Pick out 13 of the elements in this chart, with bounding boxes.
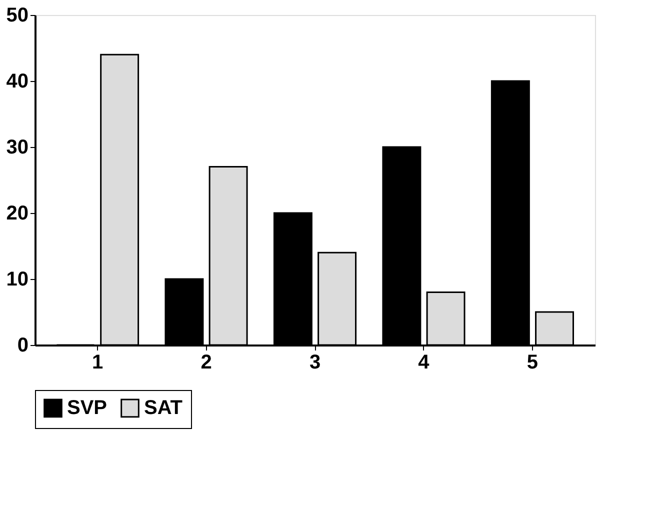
y-tick-label: 10	[6, 268, 28, 290]
x-tick-label: 3	[309, 352, 321, 374]
x-tick-label: 1	[92, 352, 104, 374]
x-tick-label: 2	[200, 352, 212, 374]
legend-label: SVP	[67, 397, 108, 420]
y-tick-label: 50	[6, 4, 28, 26]
y-tick-label: 40	[6, 70, 28, 92]
y-tick-label: 30	[6, 136, 28, 158]
y-tick-label: 20	[6, 202, 28, 224]
x-tick-label: 4	[418, 352, 430, 374]
legend-label: SAT	[144, 397, 183, 420]
y-tick-label: 0	[17, 334, 28, 356]
x-tick-label: 5	[526, 352, 538, 374]
